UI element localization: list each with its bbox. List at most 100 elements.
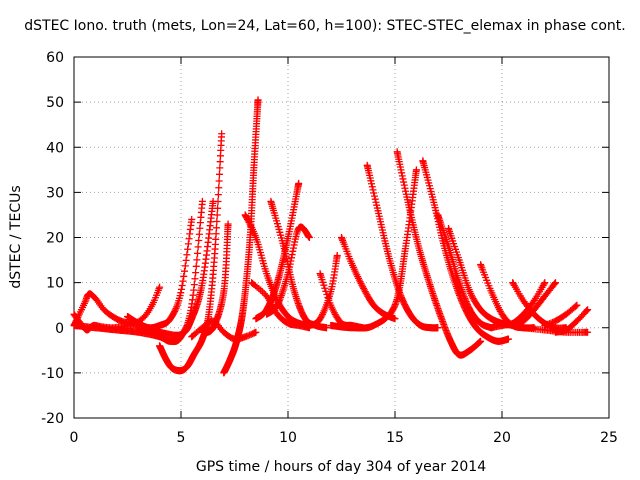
x-tick-label: 5 xyxy=(177,430,186,446)
series-21 xyxy=(419,157,512,345)
y-tick-label: 40 xyxy=(46,140,64,156)
data-point xyxy=(583,307,591,315)
data-point xyxy=(184,240,192,248)
series-5 xyxy=(156,130,226,375)
y-axis-label: dSTEC / TECUs xyxy=(8,185,24,288)
series-27 xyxy=(509,279,559,329)
data-point xyxy=(73,315,81,323)
data-point xyxy=(180,272,188,280)
data-point xyxy=(477,262,485,270)
data-point xyxy=(412,166,420,174)
data-point xyxy=(323,290,331,298)
data-point xyxy=(179,277,187,285)
data-point xyxy=(190,281,198,289)
data-point xyxy=(368,180,376,188)
data-point xyxy=(183,251,191,259)
data-point xyxy=(178,282,186,290)
data-point xyxy=(321,284,329,292)
data-point xyxy=(462,296,470,304)
data-point xyxy=(195,230,203,238)
data-point xyxy=(181,262,189,270)
data-point xyxy=(572,302,580,310)
data-point xyxy=(391,315,399,323)
series-30 xyxy=(519,324,592,336)
data-point xyxy=(541,279,549,287)
data-point xyxy=(213,218,221,226)
data-point xyxy=(371,195,379,203)
data-point xyxy=(540,280,548,288)
data-point xyxy=(370,189,378,197)
series-20 xyxy=(393,148,485,359)
data-point xyxy=(305,234,313,241)
x-tick-label: 0 xyxy=(70,430,79,446)
data-point xyxy=(192,262,200,270)
series-28 xyxy=(541,301,581,329)
data-point xyxy=(400,178,408,186)
y-tick-label: 0 xyxy=(55,321,64,337)
data-point xyxy=(214,191,222,199)
data-point xyxy=(195,236,203,244)
data-point xyxy=(584,306,592,314)
data-point xyxy=(401,184,409,192)
data-point xyxy=(215,170,223,178)
data-point xyxy=(573,301,581,309)
data-point xyxy=(318,312,326,320)
x-tick-label: 20 xyxy=(493,430,511,446)
y-tick-label: 20 xyxy=(46,231,64,247)
y-tick-label: -10 xyxy=(41,366,64,382)
data-point xyxy=(212,224,220,232)
data-point xyxy=(468,291,476,299)
series-6 xyxy=(134,197,217,339)
data-point xyxy=(584,328,592,336)
data-point xyxy=(468,293,476,301)
series-9 xyxy=(198,220,232,336)
data-point xyxy=(181,267,189,275)
data-point xyxy=(244,332,252,340)
data-point xyxy=(171,306,179,314)
data-point xyxy=(368,183,376,191)
x-tick-label: 15 xyxy=(386,430,404,446)
data-point xyxy=(194,249,202,257)
data-point xyxy=(461,294,469,302)
data-point xyxy=(188,215,196,223)
data-point xyxy=(209,197,217,205)
series-7 xyxy=(188,317,260,343)
series-8 xyxy=(220,96,262,377)
data-point xyxy=(400,181,408,189)
data-point xyxy=(547,319,555,327)
series-18 xyxy=(327,166,420,332)
data-point xyxy=(216,164,224,172)
data-point xyxy=(215,184,223,192)
data-point xyxy=(434,324,442,332)
data-point xyxy=(172,304,180,312)
data-point xyxy=(218,130,226,138)
data-point xyxy=(198,197,206,205)
data-point xyxy=(317,313,325,321)
data-point xyxy=(194,243,202,251)
data-point xyxy=(398,172,406,180)
y-tick-label: 30 xyxy=(46,185,64,201)
data-point xyxy=(477,337,485,345)
axis-ticks: 0 5 10 15 20 25 -20 -10 0 10 20 30 40 50 60 xyxy=(41,50,618,446)
data-point xyxy=(193,256,201,264)
data-point xyxy=(177,285,185,293)
x-axis-label: GPS time / hours of day 304 of year 2014 xyxy=(196,459,486,475)
data-point xyxy=(246,331,254,339)
chart-title: dSTEC Iono. truth (mets, Lon=24, Lat=60,… xyxy=(24,18,625,34)
data-point xyxy=(184,245,192,253)
series-19 xyxy=(363,161,442,332)
data-point xyxy=(462,298,470,306)
data-point xyxy=(156,283,164,291)
data-point xyxy=(224,220,232,228)
data-point xyxy=(399,175,407,183)
series-17 xyxy=(338,234,399,323)
y-tick-label: 50 xyxy=(46,95,64,111)
data-point xyxy=(323,324,331,332)
series-2 xyxy=(70,290,142,329)
data-point xyxy=(177,289,185,297)
data-point xyxy=(182,256,190,264)
series-13 xyxy=(263,223,313,318)
y-tick-label: -20 xyxy=(41,411,64,427)
data-point xyxy=(320,281,328,289)
